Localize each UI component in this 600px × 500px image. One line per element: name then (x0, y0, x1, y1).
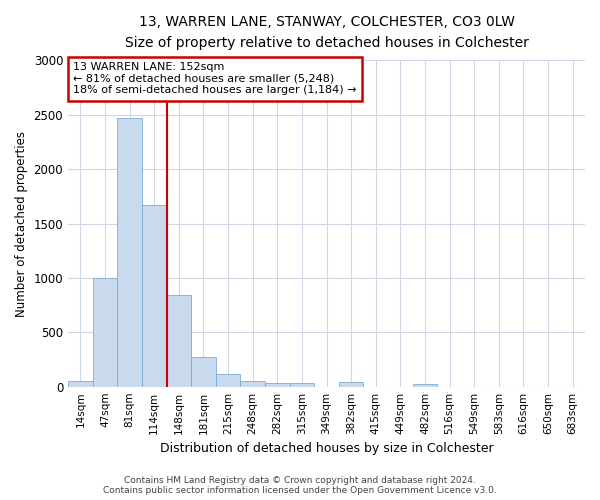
Text: 13 WARREN LANE: 152sqm
← 81% of detached houses are smaller (5,248)
18% of semi-: 13 WARREN LANE: 152sqm ← 81% of detached… (73, 62, 357, 96)
X-axis label: Distribution of detached houses by size in Colchester: Distribution of detached houses by size … (160, 442, 493, 455)
Bar (142, 205, 167, 386)
Bar (167, 296, 191, 386)
Bar (241, 380, 265, 386)
Bar (216, 374, 241, 386)
Bar (413, 384, 437, 386)
Y-axis label: Number of detached properties: Number of detached properties (15, 130, 28, 316)
Bar (92, 278, 117, 386)
Bar (290, 383, 314, 386)
Bar (117, 118, 142, 386)
Title: 13, WARREN LANE, STANWAY, COLCHESTER, CO3 0LW
Size of property relative to detac: 13, WARREN LANE, STANWAY, COLCHESTER, CO… (125, 15, 529, 50)
Text: Contains HM Land Registry data © Crown copyright and database right 2024.
Contai: Contains HM Land Registry data © Crown c… (103, 476, 497, 495)
Bar (339, 382, 364, 386)
Bar (265, 383, 290, 386)
Bar (191, 357, 216, 386)
Bar (68, 380, 92, 386)
